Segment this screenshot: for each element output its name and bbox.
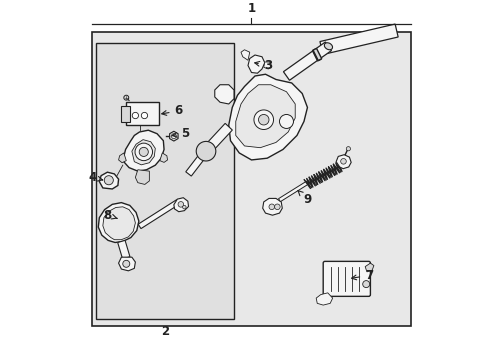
Polygon shape	[278, 181, 308, 202]
Polygon shape	[138, 200, 179, 229]
Polygon shape	[99, 172, 119, 189]
Circle shape	[122, 260, 129, 267]
Circle shape	[253, 110, 273, 130]
Text: 6: 6	[162, 104, 183, 117]
Text: 3: 3	[254, 59, 271, 72]
Polygon shape	[247, 55, 264, 73]
Text: 2: 2	[161, 325, 168, 338]
Polygon shape	[174, 198, 188, 212]
Polygon shape	[119, 257, 135, 271]
Text: 4: 4	[88, 171, 102, 184]
Polygon shape	[335, 155, 350, 169]
Polygon shape	[263, 62, 271, 69]
Polygon shape	[122, 130, 163, 171]
Circle shape	[268, 204, 274, 210]
Polygon shape	[202, 123, 232, 154]
Circle shape	[123, 95, 128, 100]
Polygon shape	[135, 170, 149, 184]
Circle shape	[258, 114, 268, 125]
Circle shape	[139, 147, 148, 157]
Bar	[125, 102, 159, 125]
Polygon shape	[365, 263, 373, 272]
Text: 1: 1	[247, 2, 255, 15]
Circle shape	[340, 158, 346, 164]
Polygon shape	[118, 240, 130, 259]
Text: 5: 5	[172, 127, 189, 140]
Circle shape	[182, 206, 186, 209]
Polygon shape	[160, 153, 167, 162]
Polygon shape	[316, 293, 332, 305]
Text: 9: 9	[297, 191, 311, 206]
Circle shape	[274, 204, 280, 210]
Ellipse shape	[324, 43, 332, 50]
Circle shape	[132, 112, 138, 119]
Circle shape	[346, 147, 350, 151]
Circle shape	[104, 176, 113, 185]
Bar	[92, 32, 410, 326]
Polygon shape	[228, 74, 307, 160]
Circle shape	[141, 112, 147, 119]
Polygon shape	[312, 49, 321, 61]
Polygon shape	[98, 203, 139, 243]
Text: 7: 7	[351, 269, 372, 282]
Circle shape	[362, 280, 369, 288]
Polygon shape	[214, 85, 234, 104]
Text: 8: 8	[103, 209, 117, 222]
Polygon shape	[132, 140, 155, 165]
Polygon shape	[119, 153, 126, 163]
Polygon shape	[169, 131, 178, 141]
Circle shape	[135, 143, 152, 161]
Polygon shape	[102, 207, 135, 240]
Circle shape	[279, 114, 293, 129]
Polygon shape	[241, 50, 249, 60]
Circle shape	[171, 134, 176, 139]
Polygon shape	[185, 149, 208, 176]
Polygon shape	[319, 24, 397, 54]
Polygon shape	[283, 42, 331, 80]
Circle shape	[178, 202, 183, 207]
Polygon shape	[312, 48, 321, 60]
Polygon shape	[262, 198, 282, 215]
Bar	[96, 43, 234, 319]
FancyBboxPatch shape	[323, 261, 369, 296]
Bar	[121, 107, 130, 122]
Polygon shape	[235, 85, 295, 148]
Circle shape	[196, 141, 215, 161]
